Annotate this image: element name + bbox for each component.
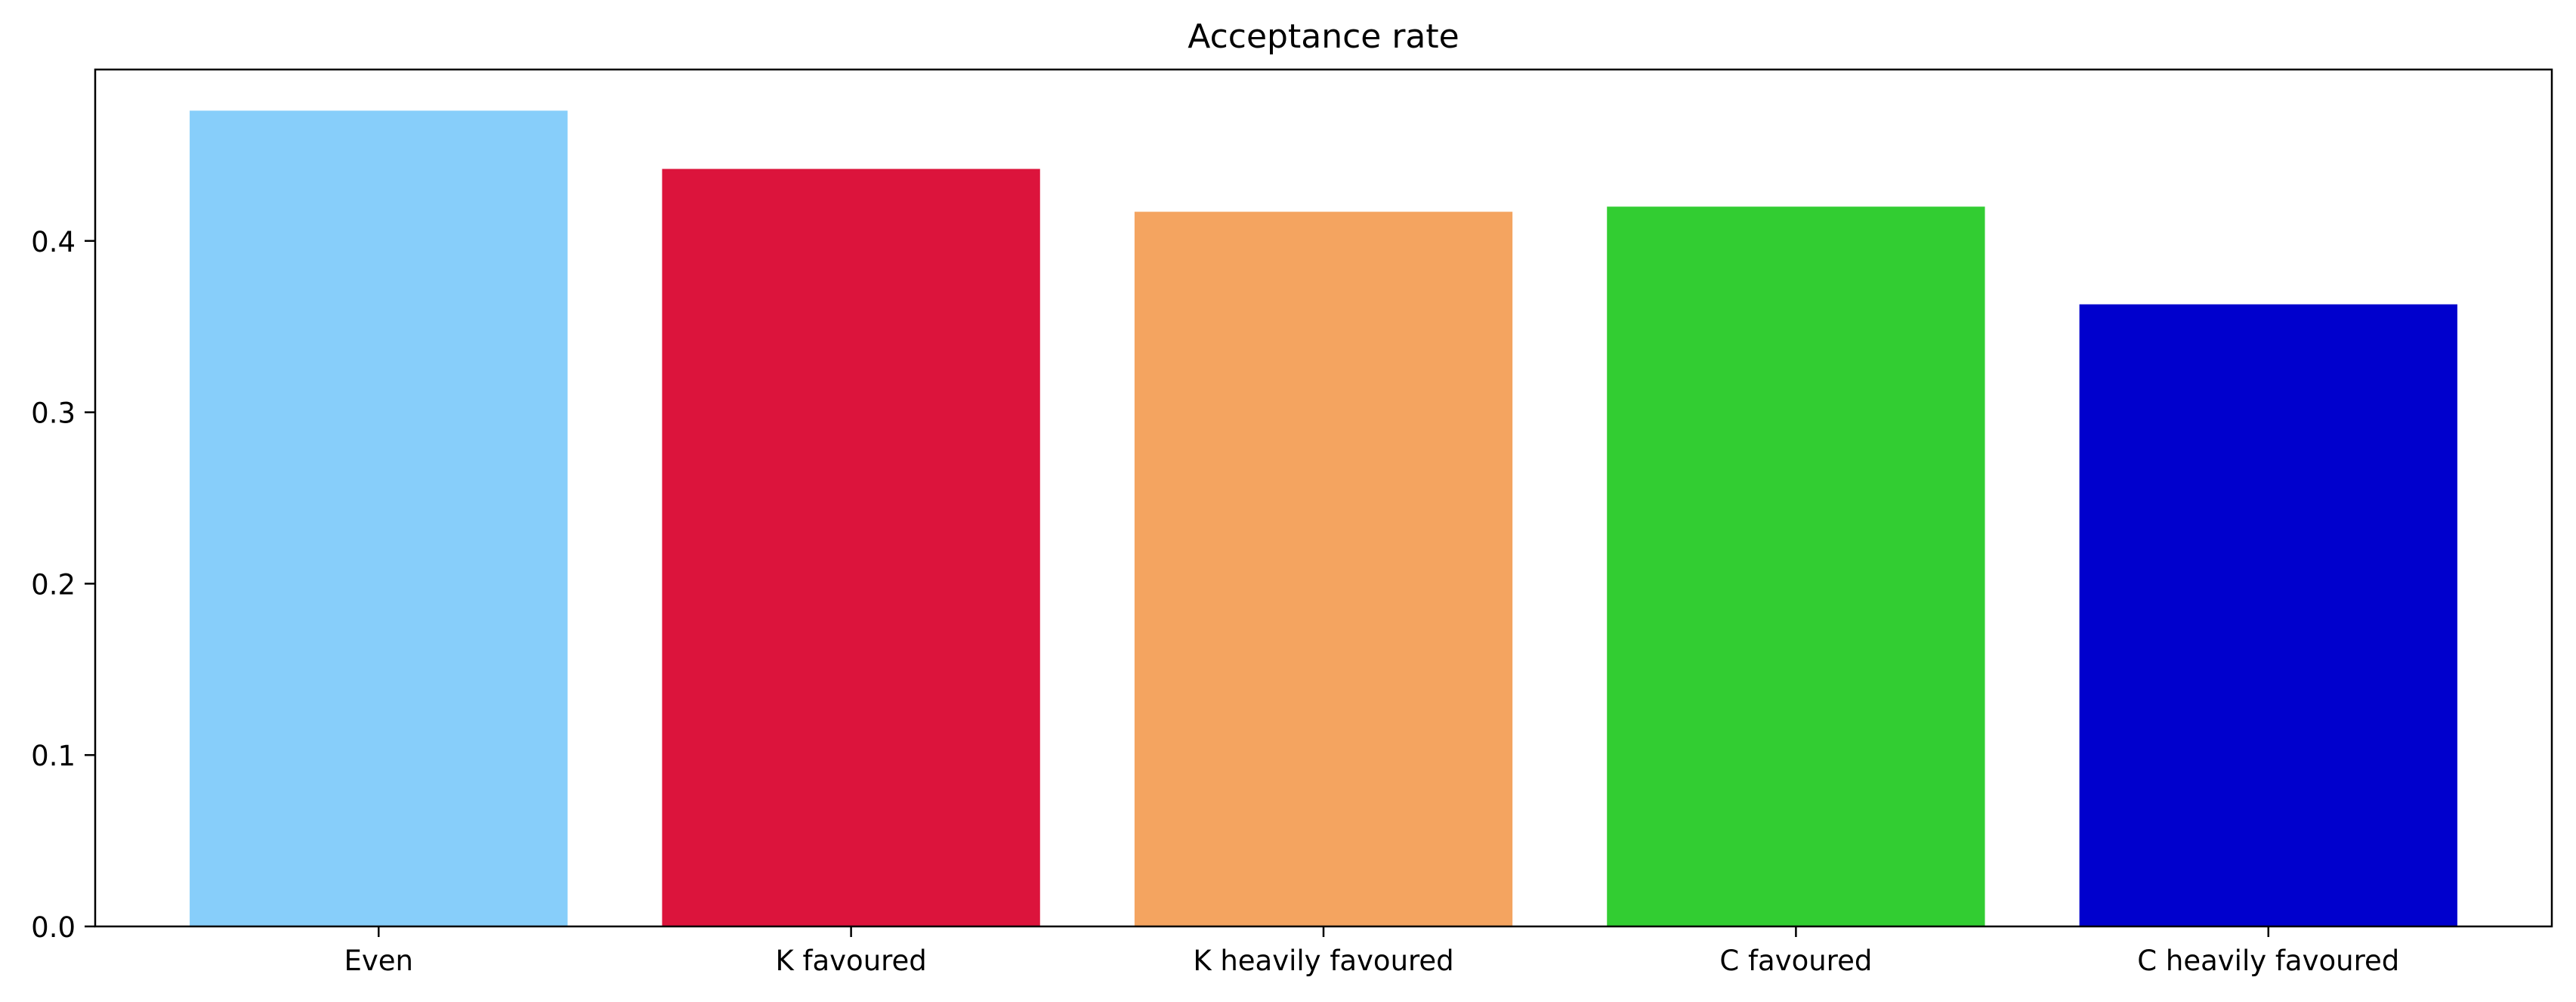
x-axis: Even K favoured K heavily favoured C favour…: [344, 926, 2399, 977]
y-axis: 0.0 0.1 0.2 0.3 0.4: [31, 226, 95, 944]
x-tick-label: Even: [344, 945, 413, 977]
bar-c-favoured: [1607, 206, 1985, 926]
bars-layer: [190, 110, 2457, 927]
y-tick-label: 0.2: [31, 568, 76, 601]
x-tick-label: C heavily favoured: [2137, 945, 2399, 977]
x-tick-label: K favoured: [775, 945, 926, 977]
plot-frame: [94, 68, 2553, 928]
chart-title: Acceptance rate: [1188, 17, 1459, 56]
x-tick-label: K heavily favoured: [1193, 945, 1453, 977]
bar-even: [190, 110, 568, 927]
bar-k-favoured: [662, 169, 1040, 927]
x-tick-label: C favoured: [1719, 945, 1872, 977]
bar-k-heavily-favoured: [1134, 212, 1513, 926]
bar-c-heavily-favoured: [2079, 304, 2457, 927]
y-tick-label: 0.0: [31, 911, 76, 944]
y-tick-label: 0.3: [31, 397, 76, 430]
y-tick-label: 0.4: [31, 226, 76, 258]
y-tick-label: 0.1: [31, 740, 76, 772]
